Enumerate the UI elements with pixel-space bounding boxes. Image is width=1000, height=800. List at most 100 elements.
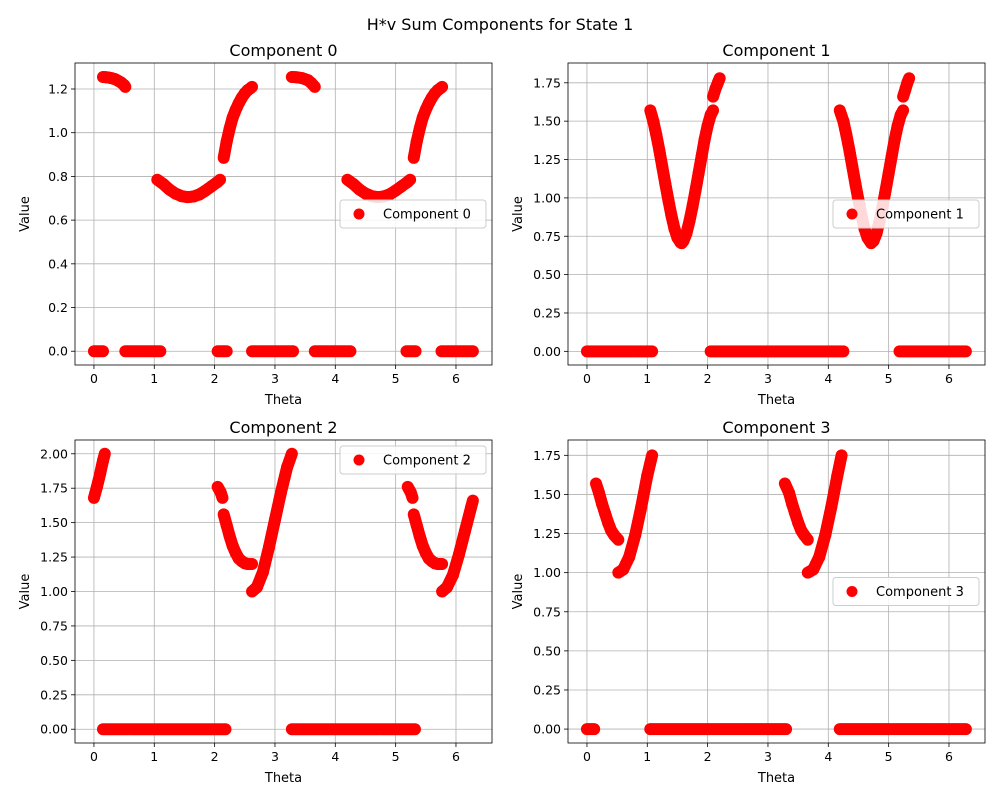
y-tick-label: 1.50 bbox=[533, 487, 561, 502]
subplot-0: 0 1 2 3 4 5 6 0.0 0.2 0.4 0.6 0.8 1.0 1.2 Component 0 T… bbox=[18, 41, 493, 408]
x-axis-label: Theta bbox=[264, 771, 302, 786]
y-tick-label: 0.0 bbox=[48, 344, 68, 359]
data-point bbox=[344, 345, 357, 358]
y-tick-label: 1.75 bbox=[533, 75, 561, 90]
data-point bbox=[713, 72, 726, 85]
legend-label: Component 0 bbox=[383, 208, 471, 223]
data-point bbox=[436, 557, 449, 570]
legend-marker bbox=[846, 586, 858, 597]
data-point bbox=[780, 723, 793, 736]
y-axis-label: Value bbox=[511, 574, 526, 610]
data-point bbox=[466, 494, 479, 507]
data-point bbox=[119, 80, 132, 93]
x-axis-label: Theta bbox=[757, 771, 795, 786]
y-tick-label: 1.00 bbox=[533, 190, 561, 205]
figure-title: H*v Sum Components for State 1 bbox=[367, 15, 634, 34]
data-point bbox=[408, 723, 421, 736]
data-point bbox=[959, 723, 972, 736]
data-point bbox=[220, 345, 233, 358]
y-tick-label: 0.00 bbox=[533, 722, 561, 737]
y-tick-label: 2.00 bbox=[40, 446, 68, 461]
y-tick-label: 1.75 bbox=[40, 481, 68, 496]
data-point bbox=[246, 80, 259, 93]
x-axis-label: Theta bbox=[264, 393, 302, 408]
y-tick-label: 0.50 bbox=[533, 267, 561, 282]
x-tick-label: 3 bbox=[271, 749, 279, 764]
data-point bbox=[646, 345, 659, 358]
subplot-title: Component 2 bbox=[229, 418, 337, 437]
y-tick-label: 1.50 bbox=[533, 114, 561, 129]
x-tick-label: 1 bbox=[150, 371, 158, 386]
legend: Component 3 bbox=[832, 577, 980, 606]
y-tick-label: 0.25 bbox=[533, 682, 561, 697]
data-point bbox=[214, 173, 227, 186]
y-axis-label: Value bbox=[511, 196, 526, 232]
axes-frame bbox=[567, 439, 986, 744]
series-points bbox=[87, 447, 479, 736]
y-tick-label: 0.50 bbox=[40, 653, 68, 668]
legend-box bbox=[339, 199, 487, 229]
x-tick-label: 4 bbox=[331, 749, 339, 764]
data-point bbox=[835, 449, 848, 462]
y-tick-label: 1.0 bbox=[48, 125, 68, 140]
y-tick-label: 0.8 bbox=[48, 169, 68, 184]
legend-marker bbox=[353, 208, 365, 220]
x-tick-label: 5 bbox=[392, 749, 400, 764]
data-point bbox=[959, 345, 972, 358]
y-axis-label: Value bbox=[18, 574, 33, 610]
y-tick-label: 1.25 bbox=[533, 526, 561, 541]
x-tick-label: 1 bbox=[150, 749, 158, 764]
y-tick-label: 1.50 bbox=[40, 515, 68, 530]
data-point bbox=[707, 104, 720, 117]
y-tick-label: 0.75 bbox=[533, 604, 561, 619]
subplot-2: 0 1 2 3 4 5 6 0.00 0.25 0.50 0.75 1.00 1.25 1.50 1.75 2… bbox=[18, 418, 493, 786]
x-tick-label: 6 bbox=[945, 749, 953, 764]
data-point bbox=[98, 447, 111, 460]
x-tick-label: 0 bbox=[583, 749, 591, 764]
data-point bbox=[436, 80, 449, 93]
y-tick-label: 0.75 bbox=[40, 618, 68, 633]
y-tick-label: 0.50 bbox=[533, 643, 561, 658]
y-tick-label: 0.4 bbox=[48, 256, 68, 271]
y-tick-label: 1.00 bbox=[533, 565, 561, 580]
legend-label: Component 1 bbox=[876, 208, 964, 223]
y-tick-label: 0.00 bbox=[40, 722, 68, 737]
subplot-grid: 0 1 2 3 4 5 6 0.0 0.2 0.4 0.6 0.8 1.0 1.2 Component 0 T… bbox=[18, 41, 986, 786]
x-tick-label: 2 bbox=[211, 749, 219, 764]
x-tick-label: 3 bbox=[764, 371, 772, 386]
legend-box bbox=[832, 577, 980, 606]
x-tick-label: 4 bbox=[331, 371, 339, 386]
data-point bbox=[409, 345, 422, 358]
data-point bbox=[406, 491, 419, 504]
x-tick-label: 1 bbox=[643, 371, 651, 386]
x-tick-label: 2 bbox=[704, 749, 712, 764]
legend-marker bbox=[353, 454, 365, 466]
legend: Component 2 bbox=[339, 445, 487, 475]
legend-label: Component 2 bbox=[383, 454, 471, 469]
data-point bbox=[308, 80, 321, 93]
y-tick-label: 0.25 bbox=[40, 687, 68, 702]
data-point bbox=[287, 345, 300, 358]
x-tick-label: 0 bbox=[583, 371, 591, 386]
subplot-3: 0 1 2 3 4 5 6 0.00 0.25 0.50 0.75 1.00 1.25 1.50 1.75 C… bbox=[511, 418, 986, 786]
legend: Component 0 bbox=[339, 199, 487, 229]
y-tick-label: 1.00 bbox=[40, 584, 68, 599]
subplot-title: Component 1 bbox=[722, 41, 830, 60]
y-tick-label: 0.25 bbox=[533, 305, 561, 320]
x-tick-label: 5 bbox=[885, 749, 893, 764]
data-point bbox=[97, 345, 109, 358]
legend-label: Component 3 bbox=[876, 585, 964, 600]
data-point bbox=[612, 533, 625, 546]
legend: Component 1 bbox=[832, 199, 980, 229]
x-tick-label: 6 bbox=[452, 371, 460, 386]
subplot-1: 0 1 2 3 4 5 6 0.00 0.25 0.50 0.75 1.00 1.25 1.50 1.75 C… bbox=[511, 41, 986, 408]
y-tick-label: 1.2 bbox=[48, 82, 68, 97]
axes-frame bbox=[74, 62, 493, 366]
subplot-title: Component 3 bbox=[722, 418, 830, 437]
y-tick-label: 1.75 bbox=[533, 448, 561, 463]
data-point bbox=[588, 723, 601, 736]
subplot-title: Component 0 bbox=[229, 41, 337, 60]
y-tick-label: 0.2 bbox=[48, 300, 68, 315]
x-tick-label: 6 bbox=[452, 749, 460, 764]
y-tick-label: 0.6 bbox=[48, 213, 68, 228]
